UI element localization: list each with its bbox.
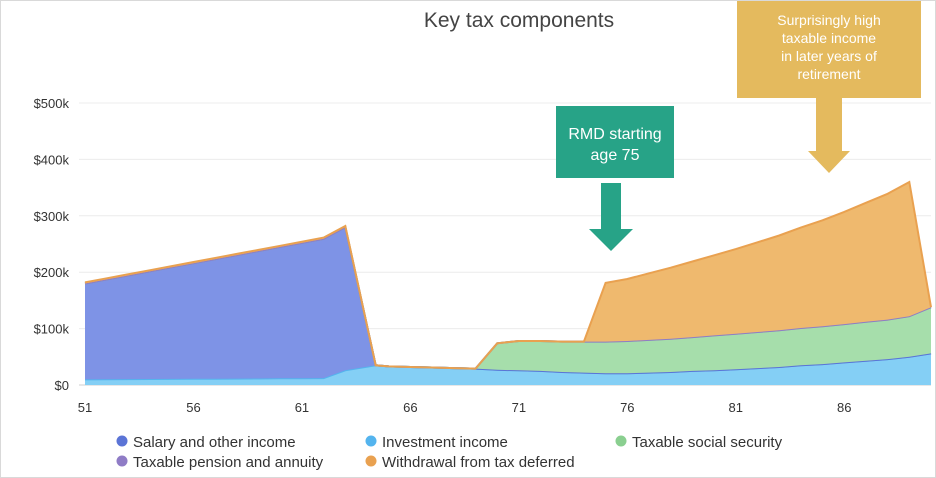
x-tick-label: 86: [837, 400, 851, 415]
callout-text: in later years of: [781, 48, 877, 64]
area-withdrawal-from-tax-deferred: [85, 182, 931, 369]
callout-text: RMD starting: [568, 126, 661, 143]
area-investment-income: [85, 353, 931, 385]
legend-label: Salary and other income: [133, 434, 296, 451]
legend-marker: [615, 435, 627, 447]
legend-marker: [365, 435, 377, 447]
x-tick-label: 51: [78, 400, 92, 415]
callout-box: [737, 1, 921, 98]
area-salary-and-other-income: [85, 227, 931, 380]
y-tick-label: $400k: [34, 152, 70, 167]
axes: $0 $100k $200k $300k $400k $500k 51 56 61 66 71 76 8…: [34, 96, 852, 415]
line-withdrawal-from-tax-deferred: [84, 180, 932, 370]
y-tick-label: $200k: [34, 265, 70, 280]
legend-label: Taxable pension and annuity: [133, 454, 324, 471]
legend-marker: [116, 435, 128, 447]
callout-arrow: [589, 183, 633, 251]
callout-text: age 75: [591, 147, 640, 164]
x-tick-label: 56: [186, 400, 200, 415]
legend-label: Withdrawal from tax deferred: [382, 454, 575, 471]
area-taxable-social-security: [85, 227, 931, 374]
callout-box: [556, 106, 674, 178]
x-tick-label: 61: [295, 400, 309, 415]
callout-text: retirement: [797, 66, 860, 82]
y-tick-label: $100k: [34, 322, 70, 337]
x-tick-label: 71: [512, 400, 526, 415]
legend-marker: [116, 455, 128, 467]
legend-marker: [365, 455, 377, 467]
callouts: RMD starting age 75 Surprisingly high taxab…: [556, 1, 921, 251]
legend-label: Taxable social security: [632, 434, 783, 451]
legend: Salary and other income Investment income…: [116, 434, 783, 471]
area-series: [84, 180, 932, 385]
callout-text: Surprisingly high: [777, 12, 881, 28]
callout-arrow: [808, 98, 850, 173]
y-tick-label: $300k: [34, 209, 70, 224]
chart-title: Key tax components: [424, 9, 614, 32]
x-tick-label: 76: [620, 400, 634, 415]
legend-label: Investment income: [382, 434, 508, 451]
x-tick-label: 81: [729, 400, 743, 415]
x-tick-label: 66: [403, 400, 417, 415]
y-tick-label: $0: [55, 378, 69, 393]
y-tick-label: $500k: [34, 96, 70, 111]
callout-text: taxable income: [782, 30, 876, 46]
